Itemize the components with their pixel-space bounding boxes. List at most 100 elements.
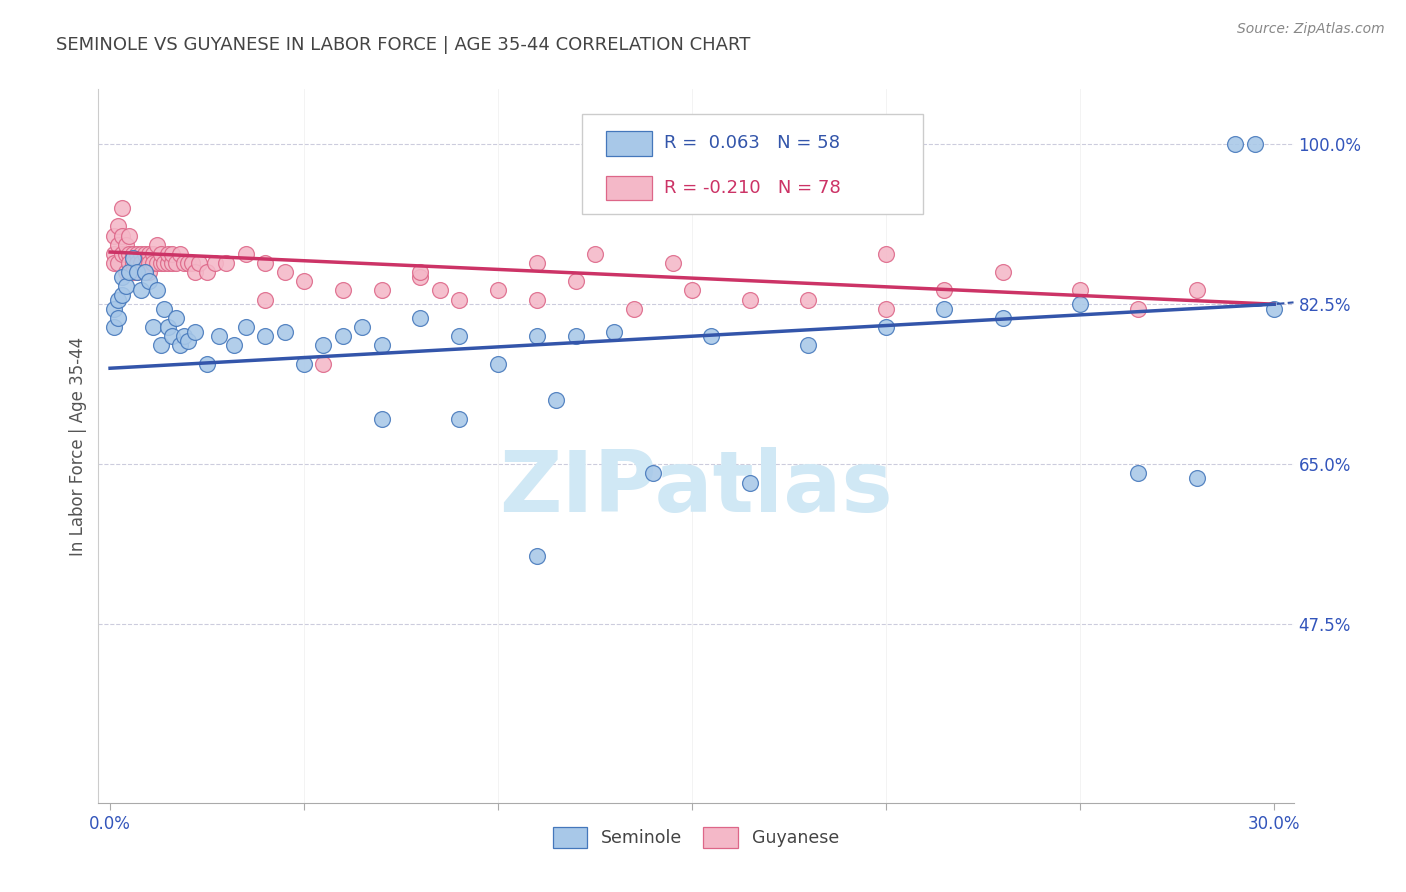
Point xyxy=(134,265,156,279)
Point xyxy=(292,357,315,371)
Point xyxy=(142,247,165,261)
Point xyxy=(991,265,1014,279)
Y-axis label: In Labor Force | Age 35-44: In Labor Force | Age 35-44 xyxy=(69,336,87,556)
Point xyxy=(129,256,152,270)
Point xyxy=(934,284,956,298)
Point xyxy=(1243,137,1265,152)
Point xyxy=(235,320,257,334)
Point xyxy=(127,265,149,279)
Point xyxy=(138,256,160,270)
Point xyxy=(176,334,198,348)
Point xyxy=(700,329,723,343)
Point xyxy=(1225,137,1247,152)
Point xyxy=(195,265,218,279)
Point xyxy=(111,228,134,243)
Point xyxy=(103,256,125,270)
Point xyxy=(138,274,160,288)
Point xyxy=(254,329,277,343)
Point xyxy=(623,301,645,316)
Point xyxy=(875,320,897,334)
Point xyxy=(114,247,136,261)
Point xyxy=(122,247,145,261)
Point xyxy=(153,301,176,316)
Point xyxy=(145,256,167,270)
Point xyxy=(176,256,198,270)
Point xyxy=(157,256,180,270)
Point xyxy=(153,256,176,270)
Point xyxy=(486,284,509,298)
Point xyxy=(157,320,180,334)
Point xyxy=(111,201,134,215)
Legend: Seminole, Guyanese: Seminole, Guyanese xyxy=(546,820,846,855)
Point xyxy=(332,329,354,343)
Point xyxy=(797,338,820,352)
Point xyxy=(111,288,134,302)
Point xyxy=(157,247,180,261)
Point xyxy=(118,256,141,270)
Point xyxy=(160,329,183,343)
Point xyxy=(661,256,683,270)
Point xyxy=(292,274,315,288)
Point xyxy=(160,247,183,261)
Point xyxy=(169,338,191,352)
Text: R = -0.210   N = 78: R = -0.210 N = 78 xyxy=(664,178,841,196)
Point xyxy=(526,549,548,563)
Point xyxy=(254,256,277,270)
Text: SEMINOLE VS GUYANESE IN LABOR FORCE | AGE 35-44 CORRELATION CHART: SEMINOLE VS GUYANESE IN LABOR FORCE | AG… xyxy=(56,36,751,54)
Point xyxy=(449,329,471,343)
Point xyxy=(169,247,191,261)
Point xyxy=(103,247,125,261)
Point xyxy=(526,329,548,343)
Point xyxy=(114,279,136,293)
Point xyxy=(312,357,335,371)
Point xyxy=(875,247,897,261)
Point xyxy=(103,228,125,243)
Point xyxy=(107,237,129,252)
Point xyxy=(1069,297,1091,311)
Point xyxy=(273,325,295,339)
Point xyxy=(564,329,586,343)
Point xyxy=(740,293,762,307)
Text: ZIPatlas: ZIPatlas xyxy=(499,447,893,531)
Point xyxy=(583,247,606,261)
Point xyxy=(797,293,820,307)
Point xyxy=(564,274,586,288)
Point xyxy=(254,293,277,307)
Point xyxy=(118,265,141,279)
Point xyxy=(118,228,141,243)
Point xyxy=(208,329,231,343)
Point xyxy=(107,219,129,234)
Point xyxy=(1128,301,1150,316)
Point xyxy=(107,256,129,270)
Point xyxy=(409,269,432,284)
Point xyxy=(188,256,211,270)
Point xyxy=(149,247,172,261)
Point xyxy=(643,467,665,481)
Point xyxy=(409,265,432,279)
Text: Source: ZipAtlas.com: Source: ZipAtlas.com xyxy=(1237,22,1385,37)
Point xyxy=(149,256,172,270)
Point xyxy=(180,256,202,270)
Point xyxy=(370,338,392,352)
Point xyxy=(134,265,156,279)
Point xyxy=(215,256,238,270)
Point xyxy=(546,393,568,408)
Point xyxy=(114,237,136,252)
Point xyxy=(129,247,152,261)
Point xyxy=(681,284,703,298)
Point xyxy=(138,247,160,261)
Point xyxy=(145,237,167,252)
Point xyxy=(118,247,141,261)
Point xyxy=(273,265,295,279)
Point xyxy=(1069,284,1091,298)
Point xyxy=(122,256,145,270)
Point xyxy=(145,284,167,298)
Point xyxy=(195,357,218,371)
Point xyxy=(107,310,129,325)
Point xyxy=(184,265,207,279)
Point xyxy=(138,265,160,279)
Point xyxy=(103,301,125,316)
Point xyxy=(165,310,187,325)
Point xyxy=(370,411,392,425)
Point xyxy=(127,265,149,279)
